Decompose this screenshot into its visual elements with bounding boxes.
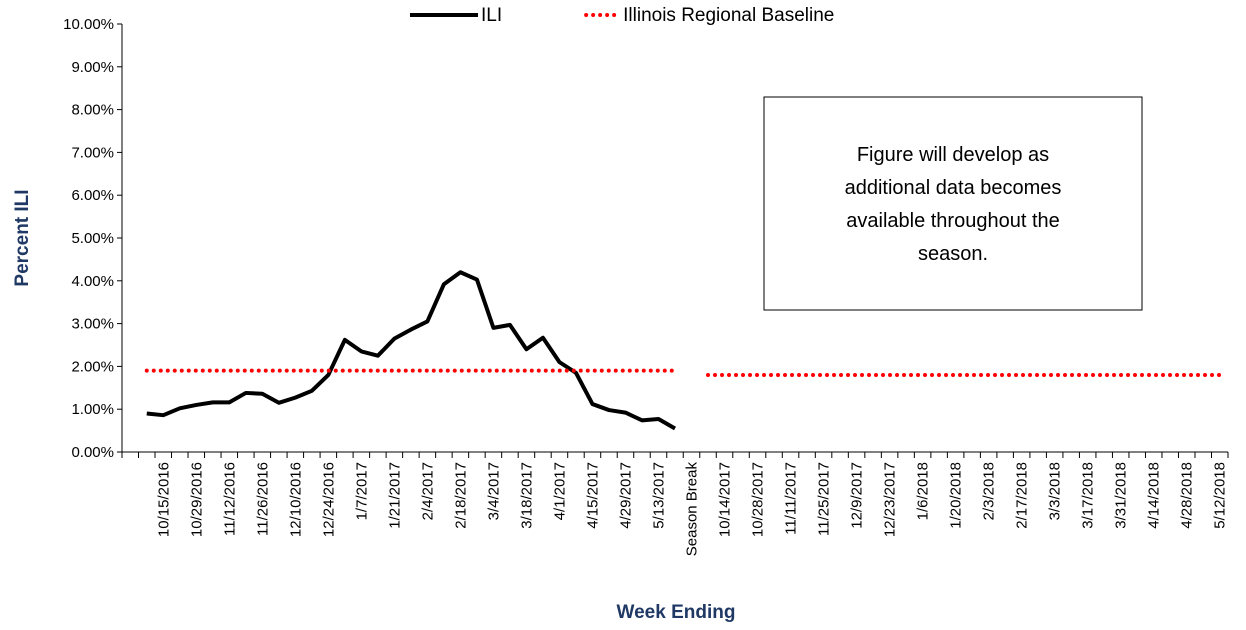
- x-tick-label: 3/18/2017: [518, 462, 535, 529]
- annotation-box: [763, 96, 1143, 311]
- x-axis-label: Week Ending: [617, 602, 736, 623]
- x-tick-label: 2/4/2017: [419, 462, 436, 520]
- y-tick-label: 10.00%: [63, 16, 114, 33]
- x-tick-label: 2/3/2018: [981, 462, 998, 520]
- x-tick-label: 12/23/2017: [882, 462, 899, 537]
- x-tick-label: 10/14/2017: [717, 462, 734, 537]
- x-tick-label: 12/10/2016: [287, 462, 304, 537]
- x-tick-label: 12/9/2017: [849, 462, 866, 529]
- y-tick-label: 8.00%: [71, 102, 114, 119]
- legend-label: ILI: [481, 5, 502, 26]
- y-tick-label: 3.00%: [71, 316, 114, 333]
- y-axis-label: Percent ILI: [12, 189, 33, 286]
- x-tick-label: 4/28/2018: [1179, 462, 1196, 529]
- y-tick-label: 5.00%: [71, 230, 114, 247]
- annotation-text: Figure will develop as: [857, 144, 1049, 166]
- y-tick-label: 7.00%: [71, 144, 114, 161]
- y-tick-label: 4.00%: [71, 273, 114, 290]
- y-tick-label: 9.00%: [71, 59, 114, 76]
- y-tick-label: 6.00%: [71, 187, 114, 204]
- y-tick-label: 1.00%: [71, 401, 114, 418]
- x-tick-label: 2/17/2018: [1014, 462, 1031, 529]
- x-tick-label: 10/29/2016: [188, 462, 205, 537]
- x-tick-label: 10/28/2017: [750, 462, 767, 537]
- x-tick-label: 2/18/2017: [452, 462, 469, 529]
- x-tick-label: 3/17/2018: [1080, 462, 1097, 529]
- x-tick-label: 4/15/2017: [584, 462, 601, 529]
- x-tick-label: 1/21/2017: [386, 462, 403, 529]
- x-tick-label: 3/3/2018: [1047, 462, 1064, 520]
- annotation-text: season.: [918, 243, 988, 265]
- x-tick-label: 11/11/2017: [783, 462, 800, 535]
- x-tick-label: 1/7/2017: [353, 462, 370, 520]
- x-tick-label: 3/31/2018: [1113, 462, 1130, 529]
- x-tick-label: 10/15/2016: [155, 462, 172, 537]
- x-tick-label: 4/14/2018: [1146, 462, 1163, 529]
- x-tick-label: 11/25/2017: [816, 462, 833, 536]
- y-tick-label: 0.00%: [71, 444, 114, 461]
- x-tick-label: 5/12/2018: [1212, 462, 1229, 529]
- x-tick-label: 5/13/2017: [650, 462, 667, 529]
- x-tick-label: Season Break: [684, 462, 701, 557]
- x-tick-label: 1/20/2018: [948, 462, 965, 529]
- x-tick-label: 4/1/2017: [551, 462, 568, 520]
- series-line: [146, 270, 676, 431]
- x-tick-label: 12/24/2016: [320, 462, 337, 537]
- legend-label: Illinois Regional Baseline: [623, 5, 834, 26]
- y-tick-label: 2.00%: [71, 358, 114, 375]
- x-tick-label: 4/29/2017: [617, 462, 634, 529]
- x-tick-label: 11/26/2016: [254, 462, 271, 536]
- x-tick-label: 3/4/2017: [485, 462, 502, 520]
- x-tick-label: 11/12/2016: [221, 462, 238, 536]
- annotation-text: additional data becomes: [845, 177, 1062, 199]
- annotation-text: available throughout the: [846, 210, 1060, 232]
- x-tick-label: 1/6/2018: [915, 462, 932, 520]
